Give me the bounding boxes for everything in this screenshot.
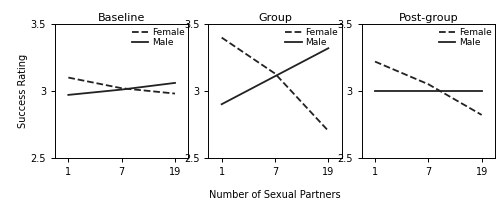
- Male: [426, 90, 432, 92]
- Male: [372, 90, 378, 92]
- Female: [172, 92, 178, 95]
- Line: Female: Female: [375, 62, 482, 115]
- Female: [372, 60, 378, 63]
- Line: Male: Male: [222, 48, 328, 104]
- Title: Baseline: Baseline: [98, 14, 146, 23]
- Line: Female: Female: [222, 38, 328, 131]
- Legend: Female, Male: Female, Male: [130, 26, 186, 49]
- Female: [426, 83, 432, 85]
- Male: [172, 82, 178, 84]
- Male: [218, 103, 224, 105]
- Male: [272, 75, 278, 77]
- Female: [478, 114, 484, 116]
- Title: Group: Group: [258, 14, 292, 23]
- Female: [272, 72, 278, 75]
- Line: Male: Male: [68, 83, 175, 95]
- Male: [66, 94, 71, 96]
- Male: [118, 88, 124, 91]
- Female: [66, 76, 71, 79]
- Legend: Female, Male: Female, Male: [437, 26, 493, 49]
- Legend: Female, Male: Female, Male: [284, 26, 340, 49]
- Text: Number of Sexual Partners: Number of Sexual Partners: [209, 190, 341, 200]
- Female: [118, 87, 124, 89]
- Female: [218, 36, 224, 39]
- Male: [478, 90, 484, 92]
- Female: [326, 130, 332, 132]
- Line: Female: Female: [68, 78, 175, 94]
- Male: [326, 47, 332, 49]
- Title: Post-group: Post-group: [398, 14, 458, 23]
- Y-axis label: Success Rating: Success Rating: [18, 54, 28, 128]
